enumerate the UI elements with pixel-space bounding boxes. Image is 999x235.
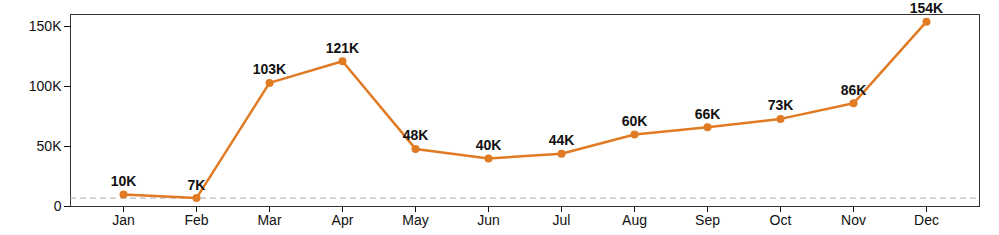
svg-text:50K: 50K (37, 138, 63, 154)
svg-text:10K: 10K (111, 173, 137, 189)
svg-text:40K: 40K (476, 137, 502, 153)
svg-text:66K: 66K (695, 106, 721, 122)
svg-text:Jan: Jan (112, 212, 135, 228)
svg-text:Jun: Jun (477, 212, 500, 228)
svg-text:121K: 121K (326, 40, 359, 56)
svg-text:100K: 100K (29, 78, 62, 94)
svg-text:86K: 86K (841, 82, 867, 98)
svg-text:103K: 103K (253, 61, 286, 77)
svg-text:7K: 7K (188, 177, 206, 193)
svg-text:Mar: Mar (257, 212, 281, 228)
svg-text:44K: 44K (549, 132, 575, 148)
svg-text:Jul: Jul (553, 212, 571, 228)
svg-text:Dec: Dec (914, 212, 939, 228)
svg-text:0: 0 (54, 198, 62, 214)
svg-text:Oct: Oct (770, 212, 792, 228)
svg-text:Aug: Aug (622, 212, 647, 228)
svg-text:May: May (402, 212, 428, 228)
svg-text:154K: 154K (910, 0, 943, 16)
svg-text:48K: 48K (403, 127, 429, 143)
svg-text:Nov: Nov (841, 212, 866, 228)
svg-text:Apr: Apr (332, 212, 354, 228)
svg-text:73K: 73K (768, 97, 794, 113)
svg-text:Sep: Sep (695, 212, 720, 228)
svg-text:Feb: Feb (184, 212, 208, 228)
svg-text:60K: 60K (622, 113, 648, 129)
svg-text:150K: 150K (29, 18, 62, 34)
